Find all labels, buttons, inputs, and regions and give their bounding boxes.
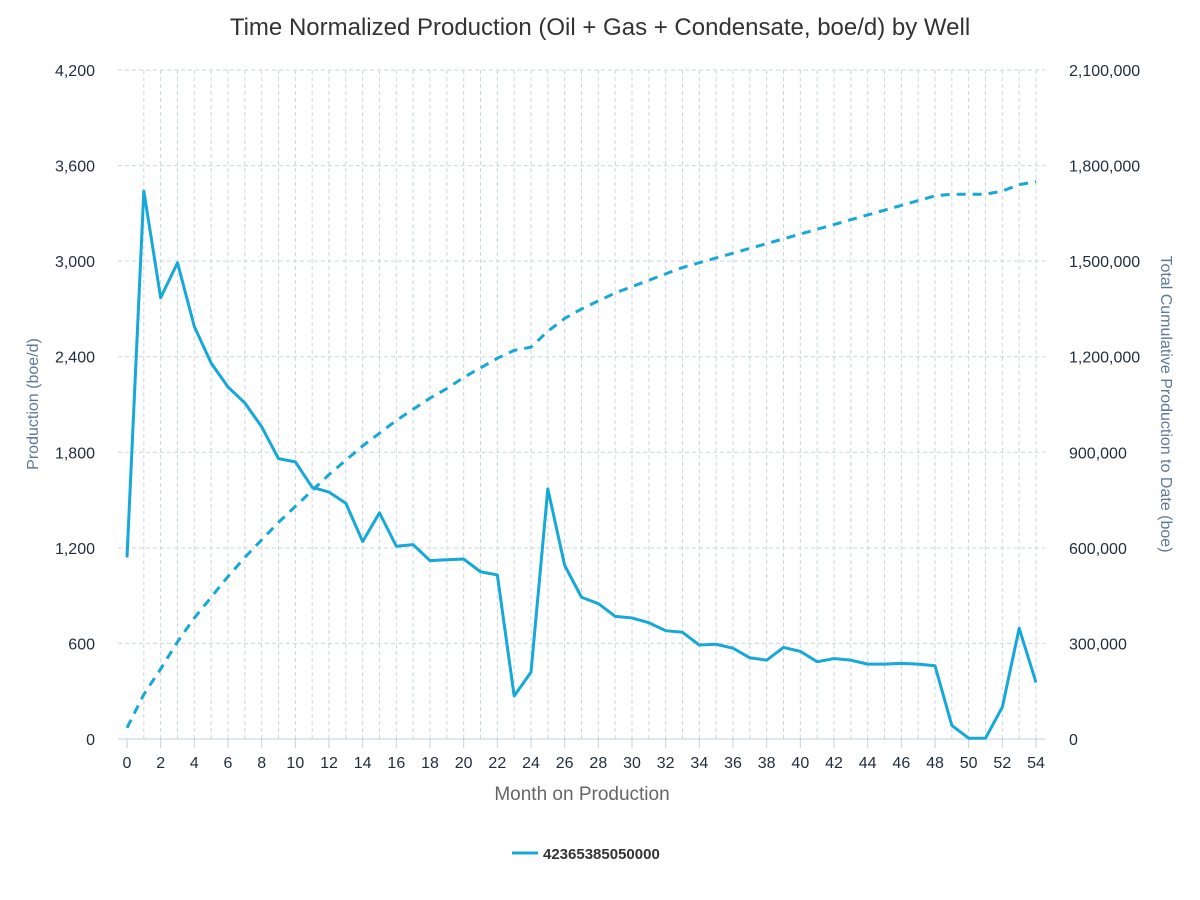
x-tick-label: 54 [1027, 755, 1045, 772]
x-tick-label: 26 [556, 755, 574, 772]
x-tick-label: 24 [522, 755, 540, 772]
y2-tick-label: 1,200,000 [1069, 350, 1140, 367]
x-tick-label: 18 [421, 755, 439, 772]
y-tick-label: 2,400 [55, 350, 95, 367]
x-tick-label: 4 [190, 755, 199, 772]
x-axis-title: Month on Production [494, 784, 669, 805]
production-line[interactable] [125, 189, 1038, 740]
chart-title: Time Normalized Production (Oil + Gas + … [230, 14, 970, 41]
x-tick-label: 14 [354, 755, 372, 772]
y-tick-label: 0 [86, 732, 95, 749]
y2-axis-title: Total Cumulative Production to Date (boe… [1157, 255, 1174, 552]
y2-tick-label: 300,000 [1069, 636, 1127, 653]
y-axis-title: Production (boe/d) [25, 338, 42, 470]
y-tick-label: 3,000 [55, 254, 95, 271]
series-lines [125, 180, 1038, 740]
x-tick-label: 0 [123, 755, 132, 772]
x-tick-label: 50 [960, 755, 978, 772]
x-tick-label: 34 [690, 755, 708, 772]
x-tick-label: 36 [724, 755, 742, 772]
x-tick-label: 48 [926, 755, 944, 772]
y-tick-label: 1,800 [55, 445, 95, 462]
x-tick-label: 10 [286, 755, 304, 772]
x-tick-label: 28 [589, 755, 607, 772]
cumulative-production-line[interactable] [125, 180, 1037, 729]
x-tick-label: 38 [758, 755, 776, 772]
y2-tick-label: 600,000 [1069, 541, 1127, 558]
y-tick-label: 3,600 [55, 159, 95, 176]
y2-tick-label: 2,100,000 [1069, 63, 1140, 80]
x-tick-label: 22 [488, 755, 506, 772]
x-tick-label: 6 [224, 755, 233, 772]
y2-tick-label: 1,500,000 [1069, 254, 1140, 271]
x-tick-label: 16 [387, 755, 405, 772]
legend[interactable]: 42365385050000 [512, 846, 660, 863]
legend-label[interactable]: 42365385050000 [543, 846, 660, 863]
axis-ticks: 0 2 4 6 8 10 12 14 16 18 20 22 24 26 28 30 32 34 36 38 40 42 4… [55, 63, 1140, 772]
x-tick-label: 20 [455, 755, 473, 772]
y2-tick-label: 900,000 [1069, 445, 1127, 462]
x-tick-label: 42 [825, 755, 843, 772]
x-tick-label: 30 [623, 755, 641, 772]
x-tick-label: 52 [993, 755, 1011, 772]
x-tick-label: 40 [791, 755, 809, 772]
x-tick-label: 32 [657, 755, 675, 772]
y-tick-label: 600 [68, 636, 95, 653]
x-tick-label: 44 [859, 755, 877, 772]
y2-tick-label: 0 [1069, 732, 1078, 749]
x-tick-label: 46 [892, 755, 910, 772]
y2-tick-label: 1,800,000 [1069, 159, 1140, 176]
x-tick-label: 8 [257, 755, 266, 772]
grid-lines [118, 69, 1045, 739]
y-tick-label: 4,200 [55, 63, 95, 80]
y-tick-label: 1,200 [55, 541, 95, 558]
x-tick-label: 12 [320, 755, 338, 772]
x-tick-label: 2 [156, 755, 165, 772]
